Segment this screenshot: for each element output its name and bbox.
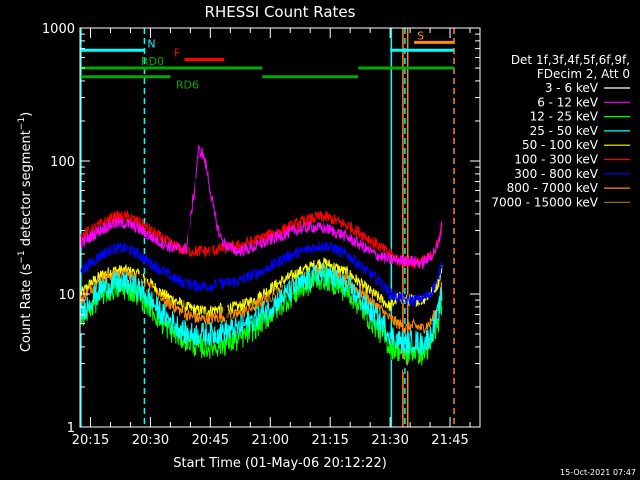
state-bar-label: RD0 (141, 55, 164, 68)
plot-area: N F RD0 RD6 S (80, 28, 455, 427)
y-axis: 1 10 100 1000 (42, 22, 480, 436)
series-line-3 (80, 263, 443, 356)
legend-item-label: 50 - 100 keV (522, 138, 599, 152)
y-tick-label: 1000 (42, 22, 75, 37)
plot-frame (79, 27, 481, 428)
series-line-5 (80, 209, 443, 270)
state-bar-label: S (417, 29, 424, 42)
y-tick-label: 10 (58, 288, 75, 303)
legend-item-label: 100 - 300 keV (514, 153, 598, 167)
x-axis: 20:15 20:30 20:45 21:00 21:15 21:30 21:45 (72, 28, 471, 448)
x-tick-label: 21:45 (431, 433, 468, 448)
chart-title: RHESSI Count Rates (205, 3, 356, 21)
series-line-2 (80, 266, 443, 366)
x-tick-label: 20:45 (192, 433, 229, 448)
y-tick-label: 100 (50, 155, 75, 170)
legend-header-line-2: FDecim 2, Att 0 (537, 67, 630, 81)
legend-item-label: 800 - 7000 keV (507, 181, 599, 195)
legend-item-label: 25 - 50 keV (530, 124, 599, 138)
x-tick-label: 21:30 (371, 433, 408, 448)
state-bar-label: RD6 (176, 79, 199, 92)
y-axis-label: Count Rate (s−1 detector segment−1) (17, 112, 34, 352)
legend-item-label: 3 - 6 keV (545, 81, 599, 95)
series-line-1 (80, 144, 443, 270)
x-tick-label: 21:15 (311, 433, 348, 448)
legend-item-label: 6 - 12 keV (537, 95, 599, 109)
legend-header-line-1: Det 1f,3f,4f,5f,6f,9f, (511, 53, 630, 67)
state-bar-label: N (147, 37, 155, 50)
x-tick-label: 21:00 (252, 433, 289, 448)
generated-timestamp: 15-Oct-2021 07:47 (560, 468, 636, 477)
legend-item-label: 7000 - 15000 keV (491, 195, 598, 209)
x-tick-label: 20:30 (132, 433, 169, 448)
x-axis-label: Start Time (01-May-06 20:12:22) (173, 456, 387, 471)
x-tick-label: 20:15 (72, 433, 109, 448)
y-tick-label: 1 (67, 421, 75, 436)
legend-item-label: 300 - 800 keV (514, 167, 598, 181)
state-bar-label: F (174, 46, 180, 59)
series-line-6 (80, 241, 443, 306)
series-line-7 (80, 263, 443, 335)
legend-item-label: 12 - 25 keV (530, 110, 599, 124)
legend: Det 1f,3f,4f,5f,6f,9f, FDecim 2, Att 0 3… (491, 53, 630, 209)
